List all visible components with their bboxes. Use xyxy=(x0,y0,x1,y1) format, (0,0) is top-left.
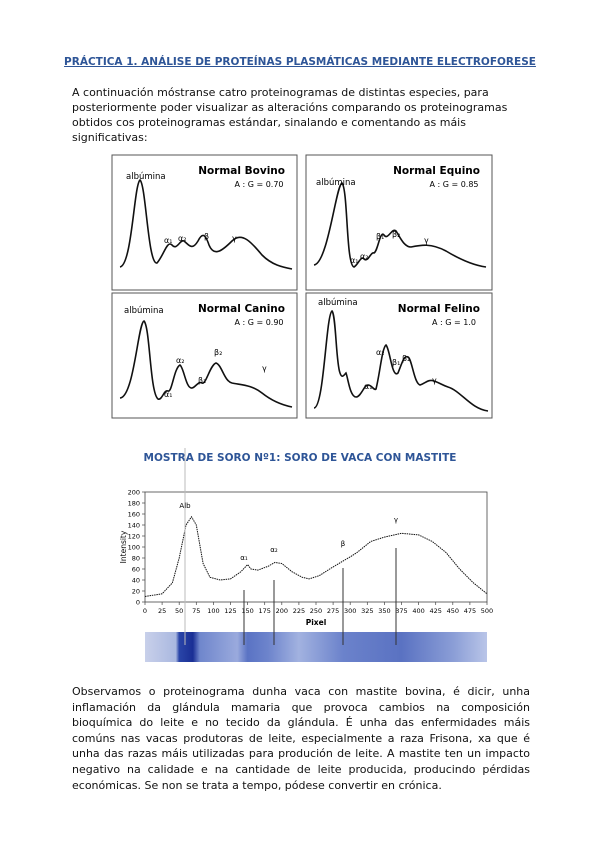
page-title: PRÁCTICA 1. ANÁLISE DE PROTEÍNAS PLASMÁT… xyxy=(64,56,536,68)
y-tick-label: 60 xyxy=(132,566,140,574)
x-tick-label: 125 xyxy=(224,607,236,615)
x-tick-label: 75 xyxy=(192,607,200,615)
y-tick-label: 120 xyxy=(128,533,140,541)
x-tick-label: 425 xyxy=(429,607,441,615)
panel-frame xyxy=(111,154,298,291)
x-tick-label: 200 xyxy=(276,607,288,615)
y-tick-label: 100 xyxy=(128,544,140,552)
x-tick-label: 225 xyxy=(293,607,305,615)
peak-label: α₁ xyxy=(164,390,172,399)
y-tick-label: 200 xyxy=(128,489,140,497)
peak-label: α₁ xyxy=(364,382,372,391)
section-title: MOSTRA DE SORO Nº1: SORO DE VACA CON MAS… xyxy=(143,452,457,464)
peak-label: β₁ xyxy=(392,358,400,367)
x-tick-label: 300 xyxy=(344,607,356,615)
peak-label: γ xyxy=(394,516,398,524)
peak-label: γ xyxy=(232,234,237,243)
panel-frame xyxy=(111,292,298,419)
peak-label: α₂ xyxy=(376,348,384,357)
panel-title: Normal Bovino xyxy=(198,165,285,177)
x-tick-label: 25 xyxy=(158,607,166,615)
y-tick-label: 140 xyxy=(128,522,140,530)
peak-label: β₂ xyxy=(214,348,222,357)
peak-label: albúmina xyxy=(124,306,164,316)
panel-curve xyxy=(119,178,293,270)
x-tick-label: 450 xyxy=(447,607,459,615)
intro-text: A continuación móstranse catro proteinog… xyxy=(72,86,508,144)
proteinogram-panel: Normal Canino A : G = 0.90 albúmina α₁ α₂ β₁ β… xyxy=(111,292,298,419)
x-tick-label: 250 xyxy=(310,607,322,615)
peak-label: α₂ xyxy=(270,546,278,554)
x-tick-label: 50 xyxy=(175,607,183,615)
y-tick-label: 40 xyxy=(132,577,140,585)
peak-label: γ xyxy=(424,236,429,245)
x-tick-label: 0 xyxy=(143,607,147,615)
panel-title: Normal Equino xyxy=(393,165,480,177)
peak-label: α₁ xyxy=(240,554,248,562)
y-axis-label: Intensity xyxy=(119,530,128,563)
y-tick-label: 20 xyxy=(132,588,140,596)
y-tick-label: 0 xyxy=(136,599,140,607)
x-tick-label: 500 xyxy=(481,607,493,615)
panel-ratio: A : G = 0.70 xyxy=(234,180,283,189)
x-tick-label: 400 xyxy=(412,607,424,615)
proteinogram-panel: Normal Bovino A : G = 0.70 albúmina α₁ α₂ β γ xyxy=(111,154,298,291)
peak-label: albúmina xyxy=(126,172,166,182)
panel-title: Normal Felino xyxy=(398,303,480,315)
panel-curve xyxy=(313,309,489,412)
peak-label: Alb xyxy=(179,502,191,510)
x-tick-label: 275 xyxy=(327,607,339,615)
panel-title: Normal Canino xyxy=(198,303,285,315)
y-tick-label: 180 xyxy=(128,500,140,508)
x-tick-label: 375 xyxy=(395,607,407,615)
peak-label: γ xyxy=(262,364,267,373)
x-tick-label: 475 xyxy=(464,607,476,615)
panel-ratio: A : G = 0.90 xyxy=(234,318,283,327)
panel-frame xyxy=(305,154,493,291)
plot-frame xyxy=(144,491,488,603)
densitometry-curve xyxy=(144,515,488,597)
peak-label: α₂ xyxy=(178,234,186,243)
peak-label: α₂ xyxy=(360,252,368,261)
peak-label: β xyxy=(204,232,209,241)
peak-label: β₁ xyxy=(198,376,206,385)
y-tick-label: 80 xyxy=(132,555,140,563)
x-tick-label: 175 xyxy=(258,607,270,615)
peak-label: β₂ xyxy=(392,230,400,239)
proteinogram-panel: Normal Felino A : G = 1.0 albúmina α₁ α₂ β₁ β₂… xyxy=(305,292,493,419)
peak-label: α₁ xyxy=(350,256,358,265)
panel-ratio: A : G = 1.0 xyxy=(432,318,476,327)
peak-label: α₁ xyxy=(164,236,172,245)
x-tick-label: 350 xyxy=(378,607,390,615)
electrophoresis-band xyxy=(145,632,487,662)
x-tick-label: 325 xyxy=(361,607,373,615)
peak-label: α₂ xyxy=(176,356,184,365)
peak-label: albúmina xyxy=(318,298,358,308)
x-tick-label: 150 xyxy=(241,607,253,615)
x-tick-label: 100 xyxy=(207,607,219,615)
proteinogram-panel: Normal Equino A : G = 0.85 albúmina α₁ α₂ β₁ β… xyxy=(305,154,493,291)
peak-label: β₁ xyxy=(376,232,384,241)
body-text: Observamos o proteinograma dunha vaca co… xyxy=(72,685,530,792)
panel-curve xyxy=(119,320,293,408)
panel-ratio: A : G = 0.85 xyxy=(429,180,478,189)
peak-label: albúmina xyxy=(316,178,356,188)
panel-curve xyxy=(313,182,487,268)
peak-label: β₂ xyxy=(402,354,410,363)
peak-label: γ xyxy=(432,376,437,385)
y-tick-label: 160 xyxy=(128,511,140,519)
peak-label: β xyxy=(341,540,345,548)
x-axis-label: Pixel xyxy=(306,618,327,627)
